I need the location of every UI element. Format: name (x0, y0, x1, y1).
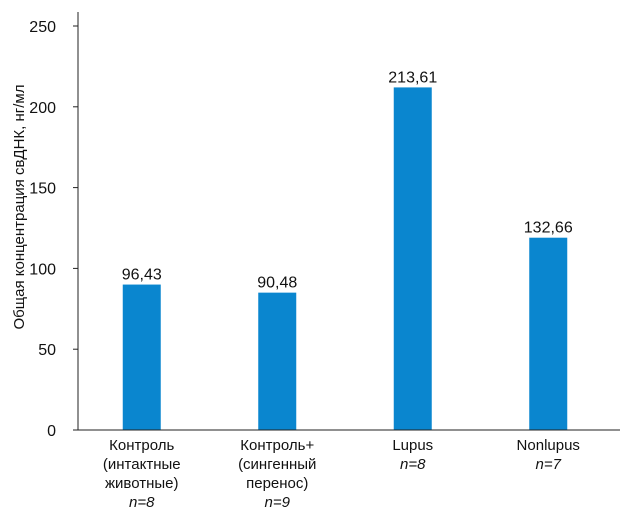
x-category-label: Nonlupus (517, 437, 580, 454)
x-category-label: Lupus (392, 437, 433, 454)
x-category-label: Контроль+ (240, 437, 314, 454)
x-axis-labels: Контроль (интактные животные) n=8 Контроль+ (… (103, 437, 580, 511)
bar (529, 238, 567, 430)
y-tick-label: 150 (29, 181, 56, 198)
y-axis: 0 50 100 150 200 250 (29, 19, 78, 440)
y-tick-label: 250 (29, 19, 56, 36)
x-sample-size-label: n=7 (536, 456, 562, 473)
bars-group (123, 87, 568, 430)
data-labels-group: 96,43 90,48 213,61 132,66 (122, 69, 573, 291)
x-category-label: животные) (105, 475, 179, 492)
bar-data-label: 213,61 (388, 69, 437, 86)
bar-data-label: 90,48 (257, 275, 297, 292)
bar (123, 285, 161, 430)
bar (258, 293, 296, 430)
bar-data-label: 96,43 (122, 267, 162, 284)
bar-data-label: 132,66 (524, 220, 573, 237)
x-sample-size-label: n=8 (400, 456, 426, 473)
x-category-label: (интактные (103, 456, 181, 473)
y-tick-label: 0 (47, 423, 56, 440)
x-sample-size-label: n=8 (129, 494, 155, 511)
x-category-label: (сингенный (238, 456, 316, 473)
x-category-label: Контроль (109, 437, 174, 454)
y-axis-title: Общая концентрация свДНК, нг/мл (11, 85, 28, 330)
y-tick-label: 200 (29, 100, 56, 117)
bar (394, 87, 432, 430)
y-tick-label: 100 (29, 261, 56, 278)
x-sample-size-label: n=9 (265, 494, 291, 511)
x-category-label: перенос) (246, 475, 308, 492)
y-tick-label: 50 (38, 342, 56, 359)
